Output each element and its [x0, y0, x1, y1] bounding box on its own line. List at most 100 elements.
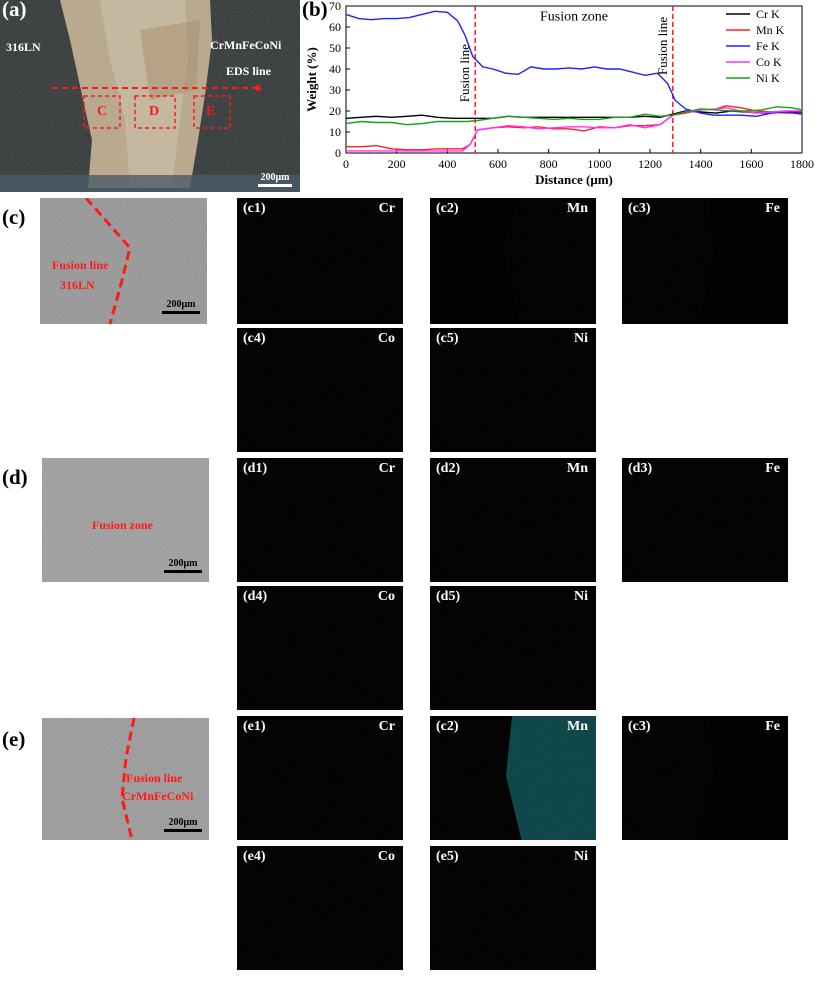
eds-map-element: Ni: [574, 589, 588, 604]
eds-map-texture: [622, 198, 788, 324]
eds-map-texture: [237, 328, 403, 452]
eds-map-d2: (d2) Mn: [430, 458, 596, 582]
fusion-zone-label-d: Fusion zone: [92, 518, 154, 532]
panel-label-d: (d): [2, 465, 28, 489]
material-label-e: CrMnFeCoNi: [122, 789, 194, 803]
fusion-line-label-e: Fusion line: [126, 771, 183, 785]
sem-micrograph-e: Fusion line CrMnFeCoNi 200μm: [42, 718, 209, 840]
legend-entry: Co K: [756, 55, 782, 69]
eds-map-tag: (c2): [436, 719, 459, 734]
eds-map-element: Mn: [567, 719, 588, 734]
eds-map-tag: (d4): [243, 589, 268, 604]
series-line-co-k: [346, 107, 802, 152]
series-line-fe-k: [345, 10, 803, 118]
eds-map-element: Cr: [378, 719, 395, 734]
eds-map-e1: (e1) Cr: [237, 716, 403, 840]
eds-map-texture: [430, 586, 596, 710]
sem-micrograph-c: Fusion line 316LN 200μm: [40, 198, 207, 324]
eds-map-tag: (e5): [436, 849, 459, 864]
y-tick-label: 70: [329, 0, 341, 13]
series-line-ni-k: [345, 106, 803, 126]
panel-label-e: (e): [2, 727, 26, 751]
fusion-line-label-c: Fusion line: [52, 258, 109, 272]
eds-map-texture: [430, 198, 596, 324]
eds-map-texture: [430, 716, 596, 840]
x-tick-label: 600: [489, 157, 507, 171]
scale-label-e: 200μm: [168, 817, 198, 828]
eds-map-element: Cr: [378, 201, 395, 216]
panel-label-c: (c): [2, 205, 26, 229]
y-tick-label: 40: [329, 62, 341, 76]
eds-map-tag: (c1): [243, 201, 266, 216]
eds-map-element: Fe: [765, 461, 780, 476]
eds-line-label: EDS line: [226, 64, 272, 78]
chart-annotation: Fusion line: [655, 17, 670, 75]
eds-map-texture: [237, 846, 403, 970]
box-label-e: E: [206, 104, 216, 119]
eds-map-c2: (c2) Mn: [430, 198, 596, 324]
eds-map-e2: (c2) Mn: [430, 716, 596, 840]
x-tick-label: 400: [438, 157, 456, 171]
y-tick-label: 50: [329, 41, 341, 55]
y-axis-label: Weight (%): [304, 47, 319, 112]
scale-label-c: 200μm: [166, 299, 196, 310]
right-material-label: CrMnFeCoNi: [210, 38, 282, 52]
eds-map-texture: [430, 846, 596, 970]
eds-map-texture: [430, 458, 596, 582]
eds-map-d4: (d4) Co: [237, 586, 403, 710]
x-tick-label: 1000: [587, 157, 611, 171]
panel-label-b: (b): [302, 0, 328, 21]
legend-entry: Fe K: [756, 39, 780, 53]
eds-map-texture: [237, 716, 403, 840]
eds-map-texture: [622, 716, 788, 840]
scale-label-d: 200μm: [168, 558, 198, 569]
eds-map-d1: (d1) Cr: [237, 458, 403, 582]
eds-map-element: Mn: [567, 461, 588, 476]
box-label-c: C: [97, 104, 108, 119]
series-line-mn-k: [346, 105, 802, 151]
eds-map-element: Co: [377, 331, 395, 346]
panel-a: (a) 316LN CrMnFeCoNi EDS line C D E 200μ…: [0, 0, 300, 192]
eds-map-texture: [237, 198, 403, 324]
x-tick-label: 200: [388, 157, 406, 171]
y-tick-label: 10: [329, 125, 341, 139]
eds-map-tag: (d2): [436, 461, 461, 476]
eds-map-element: Fe: [765, 201, 780, 216]
x-tick-label: 1400: [689, 157, 713, 171]
scale-bar-d: 200μm: [164, 558, 202, 573]
x-tick-label: 1600: [739, 157, 763, 171]
eds-map-tag: (c5): [436, 331, 459, 346]
eds-map-tag: (c3): [628, 719, 651, 734]
y-tick-label: 20: [329, 104, 341, 118]
scale-label-a: 200μm: [260, 172, 290, 183]
material-label-c: 316LN: [60, 278, 95, 292]
eds-line-chart: 0 200 400 600 800 1000 1200 1400 1600 1800 0 10 20 30…: [304, 0, 814, 187]
eds-map-tag: (e1): [243, 719, 266, 734]
sem-texture-d: [42, 458, 209, 582]
eds-map-tag: (c3): [628, 201, 651, 216]
y-tick-label: 60: [329, 20, 341, 34]
eds-map-element: Ni: [574, 331, 588, 346]
eds-map-element: Ni: [574, 849, 588, 864]
y-tick-label: 0: [335, 146, 341, 160]
eds-map-tag: (c4): [243, 331, 266, 346]
eds-map-e4: (e4) Co: [237, 846, 403, 970]
y-tick-label: 30: [329, 83, 341, 97]
scale-bar-e: 200μm: [164, 817, 202, 832]
eds-map-d5: (d5) Ni: [430, 586, 596, 710]
scale-bar-c: 200μm: [162, 299, 200, 314]
x-tick-label: 0: [343, 157, 349, 171]
eds-map-element: Co: [377, 849, 395, 864]
eds-map-element: Cr: [378, 461, 395, 476]
eds-map-c5: (c5) Ni: [430, 328, 596, 452]
eds-map-texture: [237, 586, 403, 710]
eds-map-c4: (c4) Co: [237, 328, 403, 452]
scale-bar-a: 200μm: [258, 172, 292, 187]
sem-micrograph-d: Fusion zone 200μm: [42, 458, 209, 582]
eds-map-element: Fe: [765, 719, 780, 734]
left-material-label: 316LN: [6, 40, 41, 54]
legend-entry: Mn K: [756, 23, 785, 37]
sem-texture-e: [42, 718, 209, 840]
eds-map-e3: (c3) Fe: [622, 716, 788, 840]
eds-map-texture: [237, 458, 403, 582]
